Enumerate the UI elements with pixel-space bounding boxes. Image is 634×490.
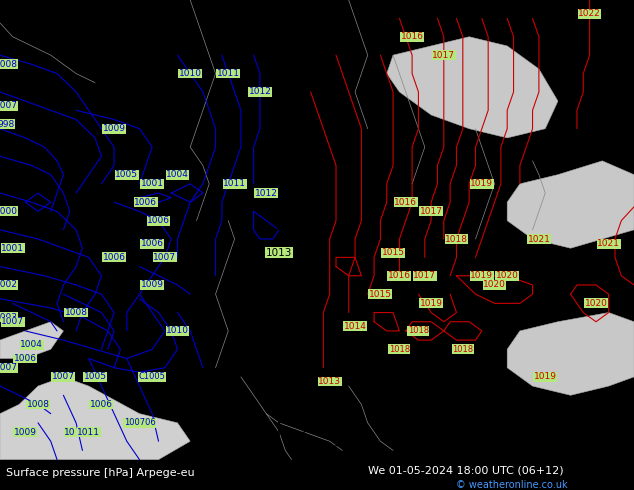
Text: 1019: 1019 — [420, 299, 443, 308]
Text: 1013: 1013 — [266, 248, 292, 258]
Text: 1021: 1021 — [527, 235, 550, 244]
Text: © weatheronline.co.uk: © weatheronline.co.uk — [456, 480, 568, 490]
Text: 1019: 1019 — [470, 271, 493, 280]
Text: 1004: 1004 — [20, 340, 43, 349]
Text: 1011: 1011 — [77, 428, 100, 437]
Text: 1015: 1015 — [369, 290, 392, 299]
Text: Surface pressure [hPa] Arpege-eu: Surface pressure [hPa] Arpege-eu — [6, 468, 195, 478]
Text: 1007: 1007 — [1, 317, 24, 326]
Text: 1006: 1006 — [141, 239, 164, 248]
Text: 1015: 1015 — [382, 248, 404, 257]
Text: 1017: 1017 — [413, 271, 436, 280]
Text: 1005: 1005 — [115, 170, 138, 179]
Text: 100706: 100706 — [124, 418, 155, 427]
Text: 1006: 1006 — [147, 216, 170, 225]
Text: 1006: 1006 — [134, 198, 157, 207]
Polygon shape — [387, 37, 558, 138]
Text: 1005: 1005 — [84, 372, 107, 381]
Text: 1009: 1009 — [14, 428, 37, 437]
Text: We 01-05-2024 18:00 UTC (06+12): We 01-05-2024 18:00 UTC (06+12) — [368, 465, 564, 475]
Text: 1006: 1006 — [14, 354, 37, 363]
Text: 1004: 1004 — [166, 170, 189, 179]
Text: 1007: 1007 — [153, 253, 176, 262]
Text: 1007: 1007 — [0, 101, 18, 110]
Text: 1014: 1014 — [344, 322, 366, 331]
Polygon shape — [507, 161, 634, 248]
Text: 1013: 1013 — [318, 377, 341, 386]
Text: 1021: 1021 — [597, 239, 620, 248]
Text: C1005: C1005 — [139, 372, 165, 381]
Text: 998: 998 — [0, 120, 15, 128]
Text: 1001: 1001 — [141, 179, 164, 188]
Text: 1000: 1000 — [0, 207, 18, 216]
Text: 1003: 1003 — [0, 313, 18, 321]
Text: 1012: 1012 — [255, 189, 278, 197]
Polygon shape — [507, 313, 634, 395]
Text: 1006: 1006 — [103, 253, 126, 262]
Text: 1007: 1007 — [0, 363, 18, 372]
Text: 1009: 1009 — [103, 124, 126, 133]
Text: 1020: 1020 — [496, 271, 519, 280]
Text: 1010: 1010 — [166, 326, 189, 336]
Text: 1017: 1017 — [420, 207, 443, 216]
Text: 1008: 1008 — [65, 308, 87, 317]
Text: 1001: 1001 — [1, 244, 24, 253]
Text: 1019: 1019 — [534, 372, 557, 381]
Text: 1018: 1018 — [408, 326, 429, 336]
Text: 1018: 1018 — [389, 345, 410, 354]
Text: 1016: 1016 — [394, 198, 417, 207]
Text: 1017: 1017 — [432, 50, 455, 60]
Text: 1011: 1011 — [223, 179, 246, 188]
Text: 1009: 1009 — [141, 280, 164, 290]
Text: 1007: 1007 — [52, 372, 75, 381]
Text: 1016: 1016 — [388, 271, 411, 280]
Text: 1011: 1011 — [217, 69, 240, 78]
Text: 1018: 1018 — [445, 235, 468, 244]
Text: 1020: 1020 — [585, 299, 607, 308]
Text: 1010: 1010 — [179, 69, 202, 78]
Text: 1019: 1019 — [470, 179, 493, 188]
Text: 1016: 1016 — [401, 32, 424, 41]
Text: 1006: 1006 — [90, 400, 113, 409]
Polygon shape — [0, 377, 190, 460]
Polygon shape — [0, 322, 63, 359]
Text: 1012: 1012 — [249, 87, 271, 97]
Text: 1008: 1008 — [0, 60, 18, 69]
Text: 1002: 1002 — [0, 280, 18, 290]
Text: 1018: 1018 — [452, 345, 474, 354]
Text: 1020: 1020 — [483, 280, 506, 290]
Text: 1022: 1022 — [578, 9, 601, 18]
Text: 10: 10 — [64, 428, 75, 437]
Text: 1008: 1008 — [27, 400, 49, 409]
